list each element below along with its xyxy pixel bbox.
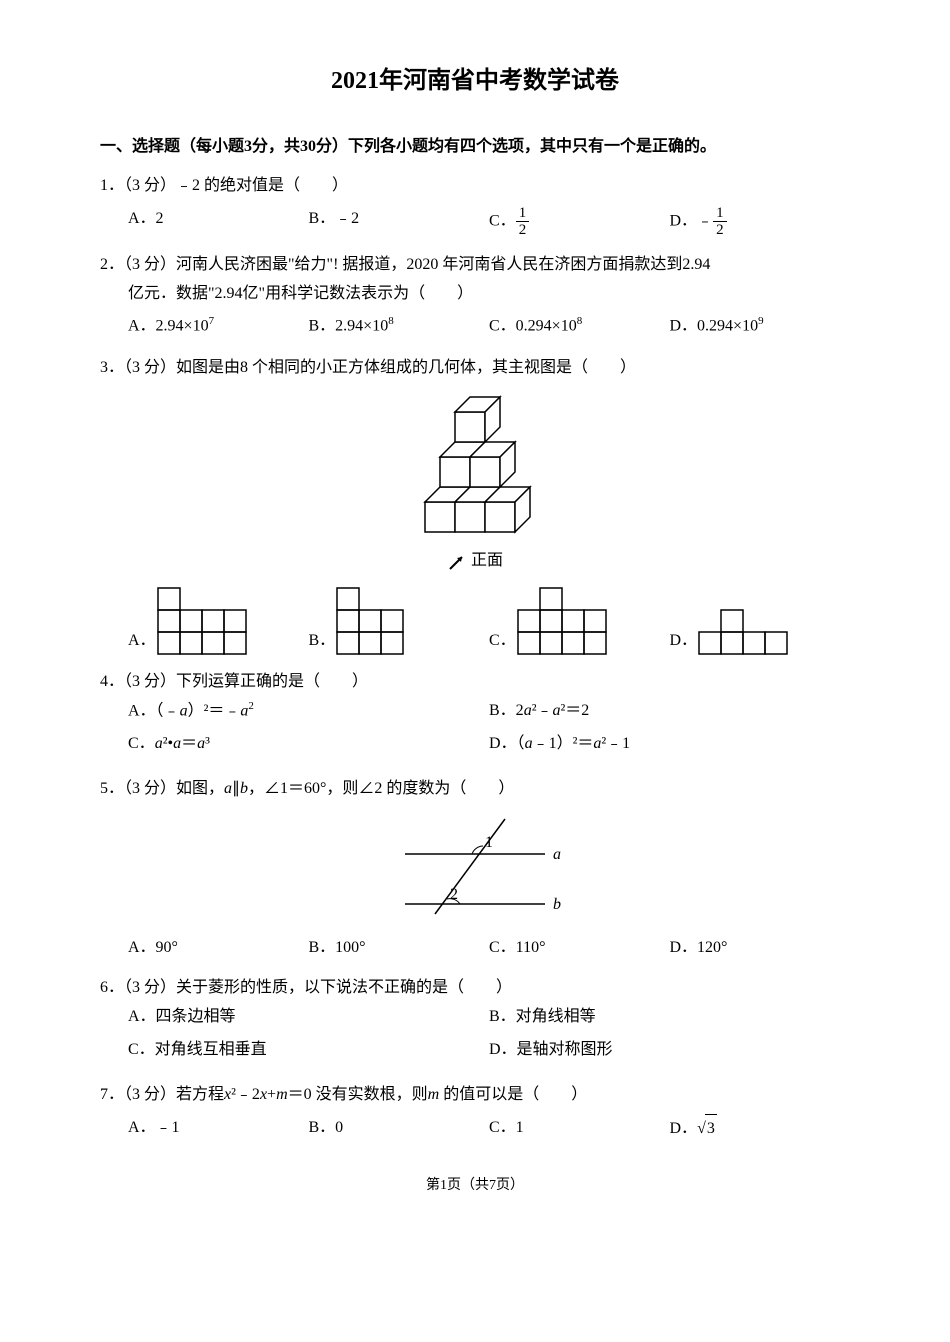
- question-1: 1．（3 分）﹣2 的绝对值是（ ） A．2 B．﹣2 C．12 D．﹣12: [100, 172, 850, 239]
- q2-optA: A．2.94×107: [128, 312, 309, 341]
- q6-options: A．四条边相等 B．对角线相等 C．对角线互相垂直 D．是轴对称图形: [100, 1003, 850, 1069]
- q3-optA-figure: [156, 586, 248, 656]
- q1-optA: A．2: [128, 205, 309, 239]
- q3-optC-label: C．: [489, 627, 516, 656]
- cubes-3d-icon: [405, 392, 545, 542]
- q3-text: 3．（3 分）如图是由8 个相同的小正方体组成的几何体，其主视图是（ ）: [100, 354, 850, 383]
- svg-text:1: 1: [485, 834, 493, 851]
- section-header: 一、选择题（每小题3分，共30分）下列各小题均有四个选项，其中只有一个是正确的。: [100, 133, 850, 162]
- q6-text: 6．（3 分）关于菱形的性质，以下说法不正确的是（ ）: [100, 974, 850, 1003]
- q5-optA: A．90°: [128, 934, 309, 963]
- q5-text: 5．（3 分）如图，a∥b，∠1＝60°，则∠2 的度数为（ ）: [100, 775, 850, 804]
- question-6: 6．（3 分）关于菱形的性质，以下说法不正确的是（ ） A．四条边相等 B．对角…: [100, 974, 850, 1068]
- q7-optC: C．1: [489, 1114, 670, 1144]
- fraction-half: 12: [516, 205, 530, 239]
- q3-options: A． B．: [100, 586, 850, 656]
- q3-optB: B．: [309, 586, 490, 656]
- q2-text: 2．（3 分）河南人民济困最"给力"! 据报道，2020 年河南省人民在济困方面…: [100, 251, 850, 280]
- q5-optD: D．120°: [670, 934, 851, 963]
- question-7: 7．（3 分）若方程x²﹣2x+m＝0 没有实数根，则m 的值可以是（ ） A．…: [100, 1081, 850, 1144]
- q2-optC: C．0.294×108: [489, 312, 670, 341]
- q3-optB-figure: [335, 586, 405, 656]
- q1-optD: D．﹣12: [670, 205, 851, 239]
- q1-options: A．2 B．﹣2 C．12 D．﹣12: [100, 205, 850, 239]
- q4-optC: C．a²•a＝a³: [128, 730, 489, 759]
- svg-text:a: a: [553, 846, 561, 863]
- q2-options: A．2.94×107 B．2.94×108 C．0.294×108 D．0.29…: [100, 312, 850, 341]
- q1-optB: B．﹣2: [309, 205, 490, 239]
- page-footer: 第1页（共7页）: [100, 1173, 850, 1198]
- q4-optD: D．（a﹣1）²＝a²﹣1: [489, 730, 850, 759]
- question-5: 5．（3 分）如图，a∥b，∠1＝60°，则∠2 的度数为（ ） 1 2 a b…: [100, 775, 850, 963]
- q1-optC-prefix: C．: [489, 212, 516, 229]
- q3-optB-label: B．: [309, 627, 336, 656]
- q1-optC: C．12: [489, 205, 670, 239]
- q4-optA: A．（﹣a）²＝﹣a2: [128, 697, 489, 726]
- q3-main-figure: 正面: [100, 392, 850, 576]
- question-2: 2．（3 分）河南人民济困最"给力"! 据报道，2020 年河南省人民在济困方面…: [100, 251, 850, 342]
- q7-text: 7．（3 分）若方程x²﹣2x+m＝0 没有实数根，则m 的值可以是（ ）: [100, 1081, 850, 1110]
- q5-optB: B．100°: [309, 934, 490, 963]
- arrow-icon: [447, 552, 467, 572]
- q6-optA: A．四条边相等: [128, 1003, 489, 1032]
- q2-optB: B．2.94×108: [309, 312, 490, 341]
- q3-optC: C．: [489, 586, 670, 656]
- q5-options: A．90° B．100° C．110° D．120°: [100, 934, 850, 963]
- q5-figure: 1 2 a b: [100, 814, 850, 924]
- q2-optD: D．0.294×109: [670, 312, 851, 341]
- q1-optD-prefix: D．﹣: [670, 212, 714, 229]
- q3-optD-figure: [697, 608, 789, 656]
- q7-optB: B．0: [309, 1114, 490, 1144]
- q4-optB: B．2a²﹣a²＝2: [489, 697, 850, 726]
- q2-text2: 亿元．数据"2.94亿"用科学记数法表示为（ ）: [100, 280, 850, 309]
- q4-text: 4．（3 分）下列运算正确的是（ ）: [100, 668, 850, 697]
- question-3: 3．（3 分）如图是由8 个相同的小正方体组成的几何体，其主视图是（ ）: [100, 354, 850, 657]
- svg-text:b: b: [553, 896, 561, 913]
- q7-optA: A．﹣1: [128, 1114, 309, 1144]
- q3-optD-label: D．: [670, 627, 698, 656]
- parallel-lines-icon: 1 2 a b: [365, 814, 585, 924]
- q5-optC: C．110°: [489, 934, 670, 963]
- q4-options: A．（﹣a）²＝﹣a2 B．2a²﹣a²＝2 C．a²•a＝a³ D．（a﹣1）…: [100, 697, 850, 763]
- q3-optA-label: A．: [128, 627, 156, 656]
- question-4: 4．（3 分）下列运算正确的是（ ） A．（﹣a）²＝﹣a2 B．2a²﹣a²＝…: [100, 668, 850, 763]
- q6-optD: D．是轴对称图形: [489, 1036, 850, 1065]
- page-title: 2021年河南省中考数学试卷: [100, 60, 850, 103]
- q7-options: A．﹣1 B．0 C．1 D．√3: [100, 1114, 850, 1144]
- front-label: 正面: [471, 552, 503, 569]
- q1-text: 1．（3 分）﹣2 的绝对值是（ ）: [100, 172, 850, 201]
- q3-optA: A．: [128, 586, 309, 656]
- q3-optC-figure: [516, 586, 608, 656]
- fraction-half: 12: [713, 205, 727, 239]
- q3-optD: D．: [670, 608, 851, 656]
- q6-optC: C．对角线互相垂直: [128, 1036, 489, 1065]
- q6-optB: B．对角线相等: [489, 1003, 850, 1032]
- q7-optD: D．√3: [670, 1114, 851, 1144]
